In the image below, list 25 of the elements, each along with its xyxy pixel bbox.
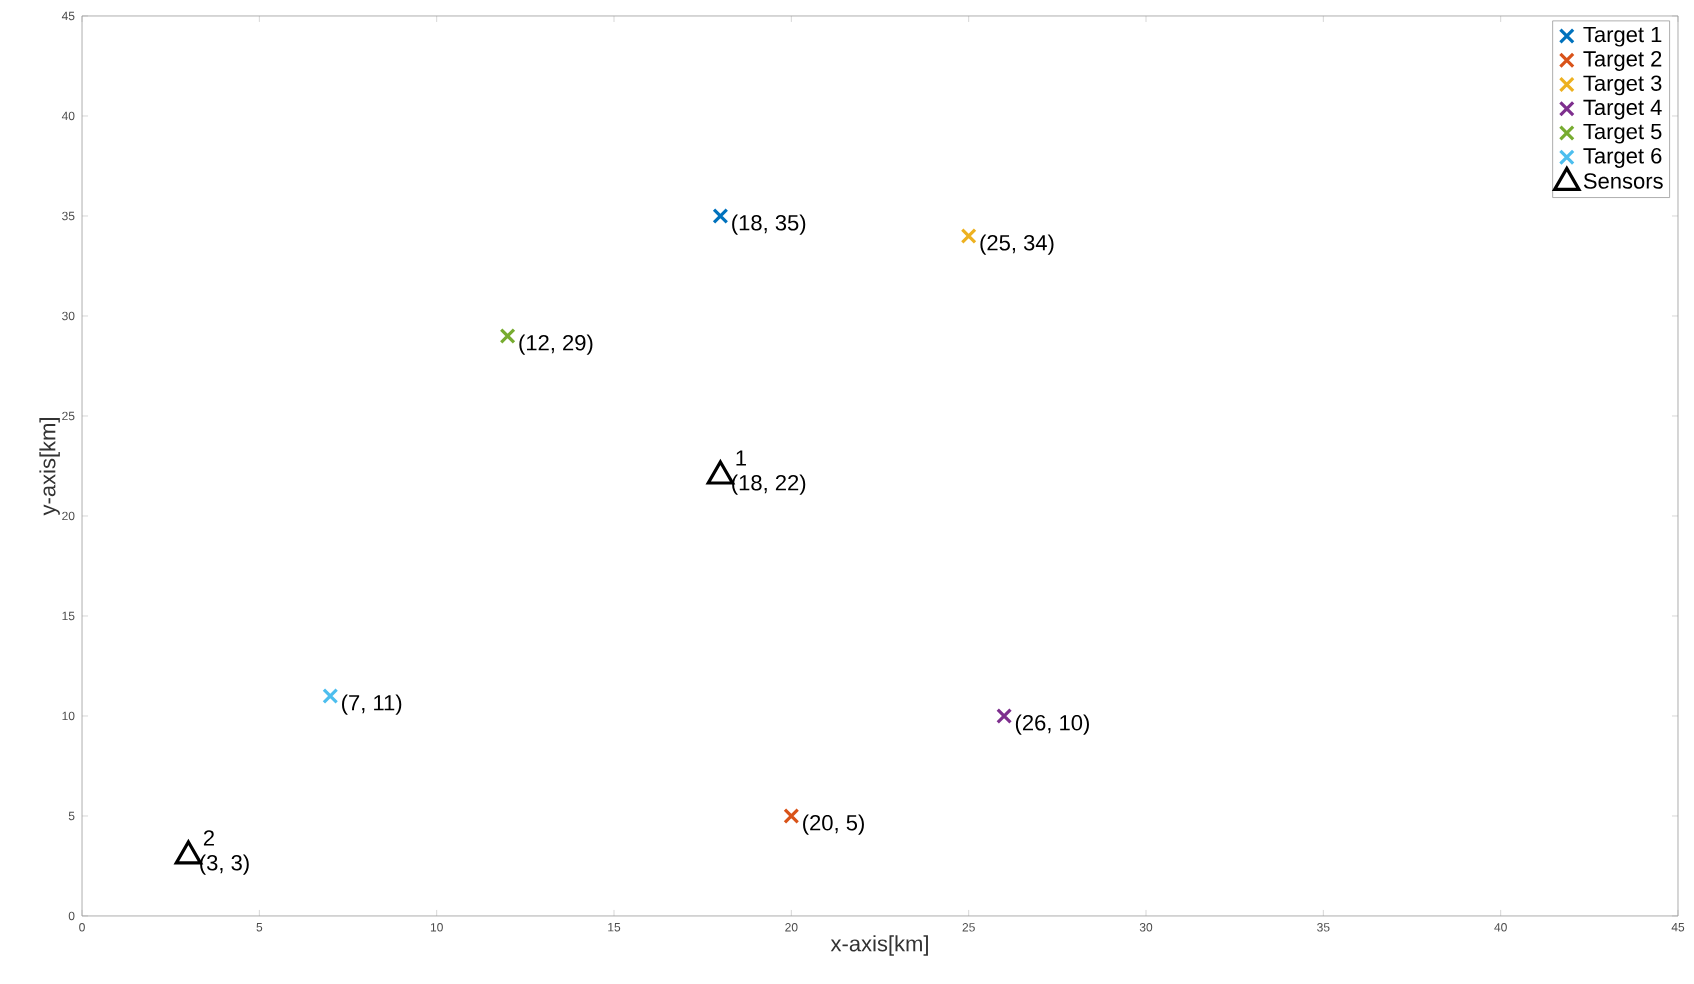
annotation: (26, 10) [1015, 714, 1089, 735]
annotation: (25, 34) [980, 234, 1054, 255]
point [996, 708, 1013, 724]
legend-label: Target 6 [1583, 148, 1662, 168]
annotation: 2 [203, 830, 214, 846]
legend-label: Target 5 [1583, 123, 1662, 144]
point [783, 808, 800, 824]
legend-label: Sensors [1583, 173, 1663, 189]
annotation: (18, 35) [732, 214, 806, 235]
legend-label: Target 2 [1583, 51, 1662, 71]
annotation: (12, 29) [519, 334, 593, 355]
point [960, 228, 977, 244]
y-axis-title: y-axis[km] [39, 418, 60, 516]
point [322, 688, 339, 704]
legend-label: Target 4 [1583, 99, 1662, 120]
x-axis-title: x-axis[km] [830, 935, 928, 956]
annotation: (3, 3) [200, 854, 249, 875]
point [499, 328, 516, 344]
legend-label: Target 3 [1583, 75, 1662, 96]
annotation: (18, 22) [732, 474, 806, 495]
annotation: 1 [736, 450, 746, 466]
annotation: (20, 5) [803, 814, 864, 835]
annotation: (7, 11) [342, 694, 402, 715]
legend-label: Target 1 [1583, 26, 1662, 47]
point [712, 208, 729, 224]
